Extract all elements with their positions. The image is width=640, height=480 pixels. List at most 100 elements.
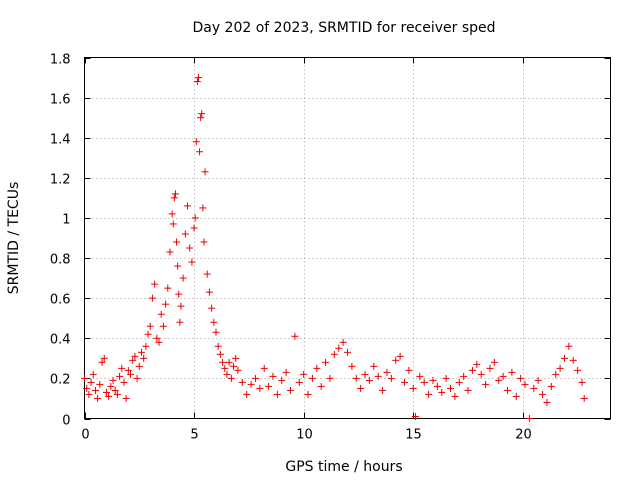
data-point — [247, 380, 255, 388]
data-point — [477, 370, 485, 378]
data-point — [181, 230, 189, 238]
data-point — [569, 356, 577, 364]
data-point — [578, 378, 586, 386]
data-point — [361, 370, 369, 378]
data-point — [425, 390, 433, 398]
data-point — [179, 274, 187, 282]
data-point — [203, 270, 211, 278]
data-point — [221, 364, 229, 372]
data-point — [560, 354, 568, 362]
data-point — [460, 372, 468, 380]
data-point — [468, 366, 476, 374]
data-point — [416, 372, 424, 380]
y-tick-label: 1 — [62, 213, 70, 228]
data-point — [438, 388, 446, 396]
data-point — [176, 318, 184, 326]
data-point — [198, 110, 206, 118]
data-point — [140, 354, 148, 362]
data-point — [433, 382, 441, 390]
data-point — [379, 386, 387, 394]
data-point — [420, 378, 428, 386]
y-tick-label: 1.6 — [50, 93, 71, 108]
data-point — [313, 364, 321, 372]
data-point — [473, 360, 481, 368]
data-point — [120, 378, 128, 386]
x-axis: 0 5 10 15 20 — [81, 57, 532, 443]
data-point — [196, 148, 204, 156]
data-point — [348, 362, 356, 370]
data-point — [287, 386, 295, 394]
data-point — [201, 168, 209, 176]
data-point — [455, 378, 463, 386]
data-point — [116, 372, 124, 380]
y-tick-label: 0.8 — [50, 253, 71, 268]
data-point — [265, 382, 273, 390]
data-point — [503, 386, 511, 394]
data-point — [234, 366, 242, 374]
data-point — [227, 374, 235, 382]
data-point — [308, 374, 316, 382]
data-point — [109, 376, 117, 384]
data-point — [409, 384, 417, 392]
data-point — [295, 378, 303, 386]
y-tick-label: 0.2 — [50, 373, 71, 388]
data-point — [269, 372, 277, 380]
grid-lines — [84, 57, 611, 419]
data-point — [317, 382, 325, 390]
data-point — [191, 214, 199, 222]
data-point — [188, 258, 196, 266]
data-point — [146, 322, 154, 330]
data-point — [387, 374, 395, 382]
data-point — [98, 358, 106, 366]
data-point — [94, 394, 102, 402]
data-point — [547, 382, 555, 390]
data-point — [530, 384, 538, 392]
x-axis-label: GPS time / hours — [285, 459, 402, 475]
data-point — [291, 332, 299, 340]
data-point — [118, 364, 126, 372]
data-point — [166, 248, 174, 256]
data-point — [113, 390, 121, 398]
data-point — [170, 194, 178, 202]
x-tick-label: 15 — [405, 428, 422, 443]
data-point — [164, 284, 172, 292]
data-point — [556, 364, 564, 372]
data-point — [212, 328, 220, 336]
data-point — [335, 344, 343, 352]
data-point — [175, 290, 183, 298]
data-point — [173, 238, 181, 246]
data-point — [344, 348, 351, 356]
data-point — [490, 358, 498, 366]
y-tick-label: 1.2 — [50, 173, 71, 188]
data-point — [508, 368, 516, 376]
data-point — [429, 376, 437, 384]
data-point — [192, 138, 200, 146]
data-point — [322, 358, 330, 366]
data-point — [517, 374, 525, 382]
data-point — [278, 376, 286, 384]
data-point — [174, 262, 182, 270]
data-point — [534, 376, 542, 384]
data-point — [100, 354, 108, 362]
data-point — [447, 384, 455, 392]
data-point — [135, 362, 143, 370]
data-point — [208, 304, 216, 312]
data-point — [194, 74, 202, 82]
data-point — [205, 288, 213, 296]
data-point — [111, 386, 119, 394]
data-point — [273, 390, 281, 398]
data-point — [539, 390, 547, 398]
data-point — [107, 382, 115, 390]
data-point — [499, 372, 507, 380]
data-point — [405, 366, 413, 374]
data-point — [574, 366, 582, 374]
data-point — [85, 390, 93, 398]
data-point — [89, 370, 97, 378]
data-point — [124, 366, 132, 374]
data-point — [137, 348, 145, 356]
data-point — [330, 350, 338, 358]
y-tick-label: 1.4 — [50, 133, 71, 148]
data-point — [122, 394, 130, 402]
data-point — [210, 318, 218, 326]
y-tick-label: 1.8 — [50, 53, 71, 68]
